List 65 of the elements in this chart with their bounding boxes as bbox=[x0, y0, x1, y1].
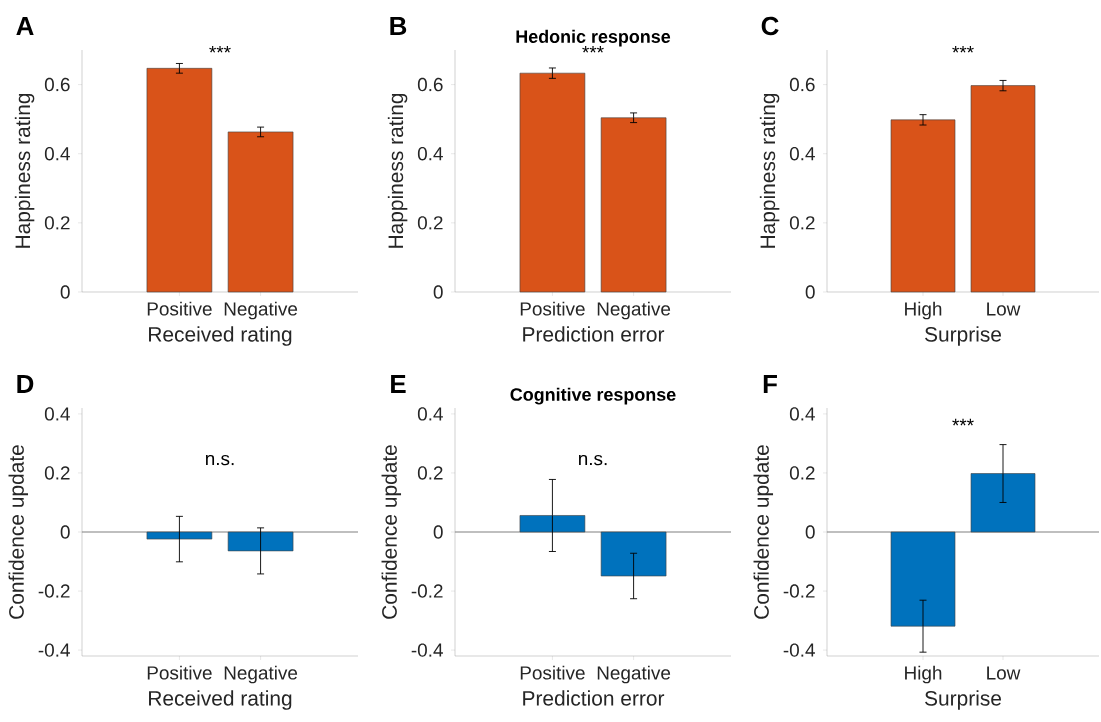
text: E bbox=[391, 375, 406, 393]
annotation: n.s. bbox=[206, 454, 234, 466]
x-axis-title: Received rating bbox=[149, 690, 292, 710]
y-tick-label: 0.6 bbox=[417, 77, 443, 92]
y-tick-label: 0.6 bbox=[789, 77, 815, 92]
y-axis-title: Happiness rating bbox=[387, 93, 408, 248]
y-tick-label: 0 bbox=[433, 525, 443, 539]
annotation: *** bbox=[952, 418, 974, 426]
y-axis-title: Confidence update bbox=[8, 445, 29, 619]
text: A bbox=[16, 17, 34, 35]
x-tick-label: Negative bbox=[597, 665, 671, 684]
y-axis-title: Confidence update bbox=[753, 445, 774, 619]
y-tick-label: 0.2 bbox=[417, 466, 443, 480]
x-tick-label: Negative bbox=[597, 301, 671, 320]
y-tick-label: 0 bbox=[805, 285, 815, 299]
y-tick-label: 0 bbox=[60, 525, 70, 539]
y-tick-label: 0.2 bbox=[789, 216, 815, 230]
x-axis-title: Received rating bbox=[149, 326, 292, 346]
chart-title: Cognitive response bbox=[510, 387, 676, 405]
x-tick-label: High bbox=[905, 301, 942, 320]
y-tick-label: 0.4 bbox=[44, 407, 70, 421]
y-tick-label: 0.4 bbox=[417, 407, 443, 421]
y-tick-label: 0.4 bbox=[44, 147, 70, 161]
y-tick-label: -0.4 bbox=[38, 643, 70, 657]
y-tick-label: 0.4 bbox=[789, 147, 815, 161]
text: C bbox=[761, 16, 779, 36]
x-axis-title: Surprise bbox=[925, 326, 1002, 346]
y-tick-label: 0.4 bbox=[789, 407, 815, 421]
x-axis-title: Surprise bbox=[925, 690, 1002, 710]
x-tick-label: High bbox=[905, 665, 942, 684]
y-axis-title: Confidence update bbox=[381, 445, 402, 619]
annotation: *** bbox=[582, 45, 604, 53]
y-tick-label: 0.6 bbox=[44, 77, 70, 92]
y-tick-label: 0.2 bbox=[44, 216, 70, 230]
x-tick-label: Positive bbox=[520, 301, 585, 316]
text: D bbox=[17, 375, 34, 393]
annotation: n.s. bbox=[579, 454, 607, 466]
y-tick-label: 0.2 bbox=[789, 466, 815, 480]
x-tick-label: Negative bbox=[224, 665, 298, 684]
y-tick-label: 0 bbox=[433, 285, 443, 299]
y-tick-label: 0.2 bbox=[417, 216, 443, 230]
x-tick-label: Low bbox=[987, 666, 1021, 680]
y-tick-label: 0.4 bbox=[417, 147, 443, 161]
x-tick-label: Low bbox=[987, 302, 1021, 316]
y-tick-label: 0 bbox=[60, 285, 70, 299]
y-tick-label: -0.2 bbox=[411, 584, 443, 598]
text: F bbox=[763, 375, 777, 393]
x-tick-label: Positive bbox=[520, 665, 585, 680]
y-tick-label: -0.4 bbox=[783, 643, 815, 657]
y-tick-label: 0 bbox=[805, 525, 815, 539]
x-axis-title: Prediction error bbox=[523, 326, 665, 342]
text: B bbox=[390, 17, 407, 35]
x-axis-title: Prediction error bbox=[523, 690, 665, 706]
annotation: *** bbox=[952, 45, 974, 53]
y-tick-label: 0.2 bbox=[44, 466, 70, 480]
y-tick-label: -0.2 bbox=[38, 584, 70, 598]
x-tick-label: Positive bbox=[147, 301, 212, 316]
y-axis-title: Happiness rating bbox=[759, 93, 780, 248]
y-tick-label: -0.2 bbox=[783, 584, 815, 598]
y-axis-title: Happiness rating bbox=[14, 93, 35, 248]
y-tick-label: -0.4 bbox=[411, 643, 443, 657]
x-tick-label: Negative bbox=[224, 301, 298, 320]
chart-title: Hedonic response bbox=[516, 29, 671, 47]
x-tick-label: Positive bbox=[147, 665, 212, 680]
annotation: *** bbox=[209, 45, 231, 53]
